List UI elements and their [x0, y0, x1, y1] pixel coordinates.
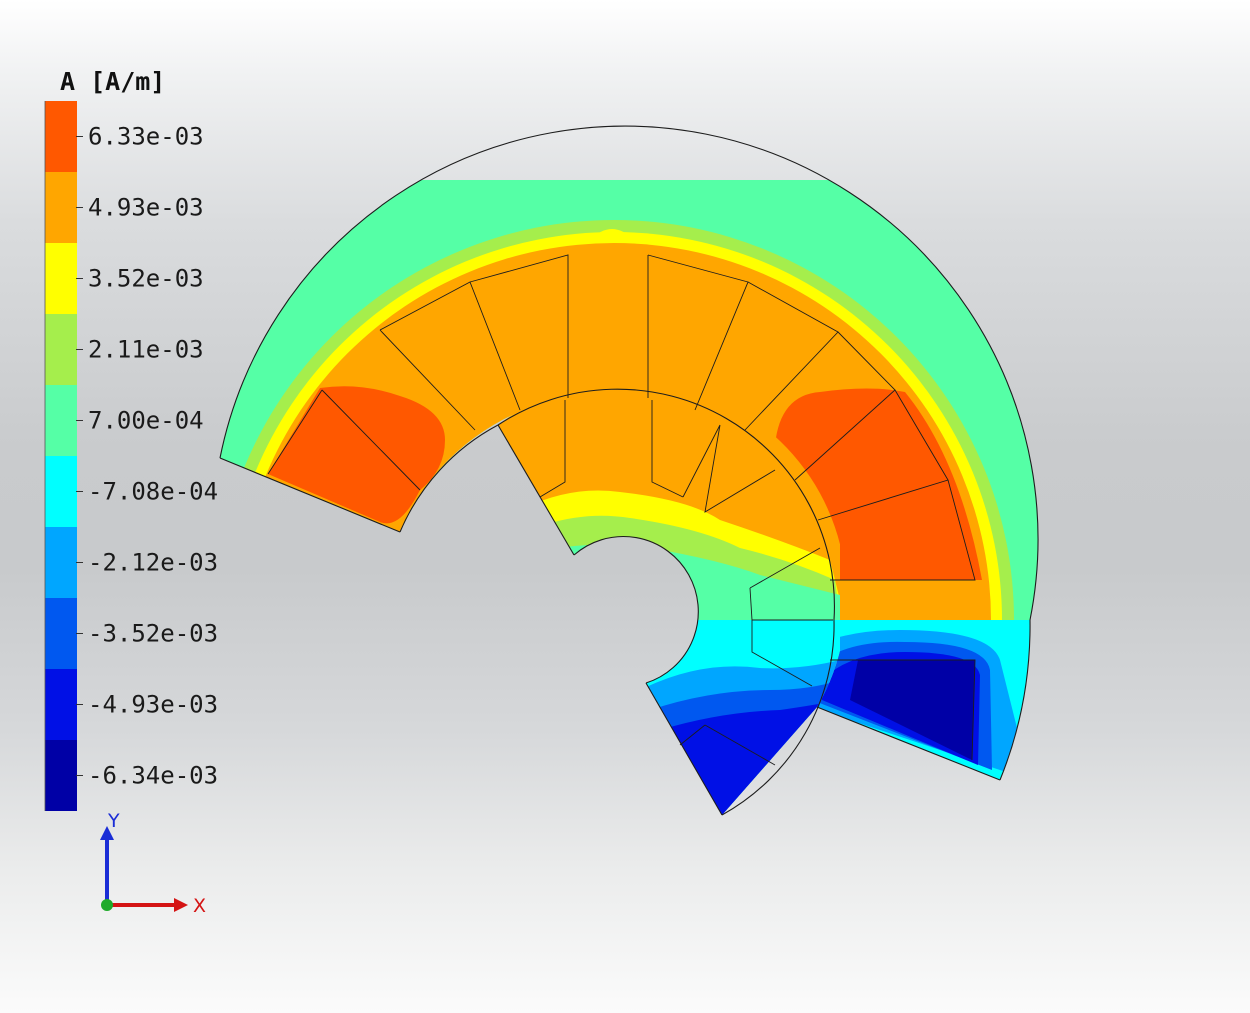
x-axis-arrowhead: [174, 898, 188, 912]
y-axis-label: Y: [107, 810, 120, 832]
legend-swatch: [45, 243, 77, 314]
y-axis-arrowhead: [100, 826, 114, 840]
legend-swatch: [45, 101, 77, 172]
legend-label: -3.52e-03: [88, 620, 218, 648]
legend-label: 2.11e-03: [88, 336, 204, 364]
legend-title: A [A/m]: [60, 67, 165, 96]
legend-swatch: [45, 385, 77, 456]
legend-swatch: [45, 669, 77, 740]
legend-swatch: [45, 456, 77, 527]
legend-swatch: [45, 314, 77, 385]
legend-swatch: [45, 740, 77, 811]
axis-triad[interactable]: Y X: [100, 810, 206, 917]
legend-label: -7.08e-04: [88, 478, 218, 506]
color-legend: A [A/m] 6.33e-03 4.93e-03 3.52e-03 2.11e-03…: [44, 67, 218, 811]
legend-swatch: [45, 598, 77, 669]
legend-label: 6.33e-03: [88, 123, 204, 151]
legend-label: 3.52e-03: [88, 265, 204, 293]
legend-label: -4.93e-03: [88, 691, 218, 719]
legend-label: -2.12e-03: [88, 549, 218, 577]
legend-swatch: [45, 527, 77, 598]
stator-region: [220, 180, 1038, 780]
geometry-outlines: [219, 125, 1039, 816]
field-plot: [219, 125, 1039, 816]
legend-label: -6.34e-03: [88, 762, 218, 790]
legend-label: 7.00e-04: [88, 407, 204, 435]
rotor-region: [498, 390, 840, 815]
legend-swatch: [45, 172, 77, 243]
axis-origin: [101, 899, 113, 911]
legend-label: 4.93e-03: [88, 194, 204, 222]
legend-color-bar: [44, 101, 83, 811]
x-axis-label: X: [193, 895, 206, 917]
legend-labels: 6.33e-03 4.93e-03 3.52e-03 2.11e-03 7.00e-04…: [88, 123, 218, 790]
